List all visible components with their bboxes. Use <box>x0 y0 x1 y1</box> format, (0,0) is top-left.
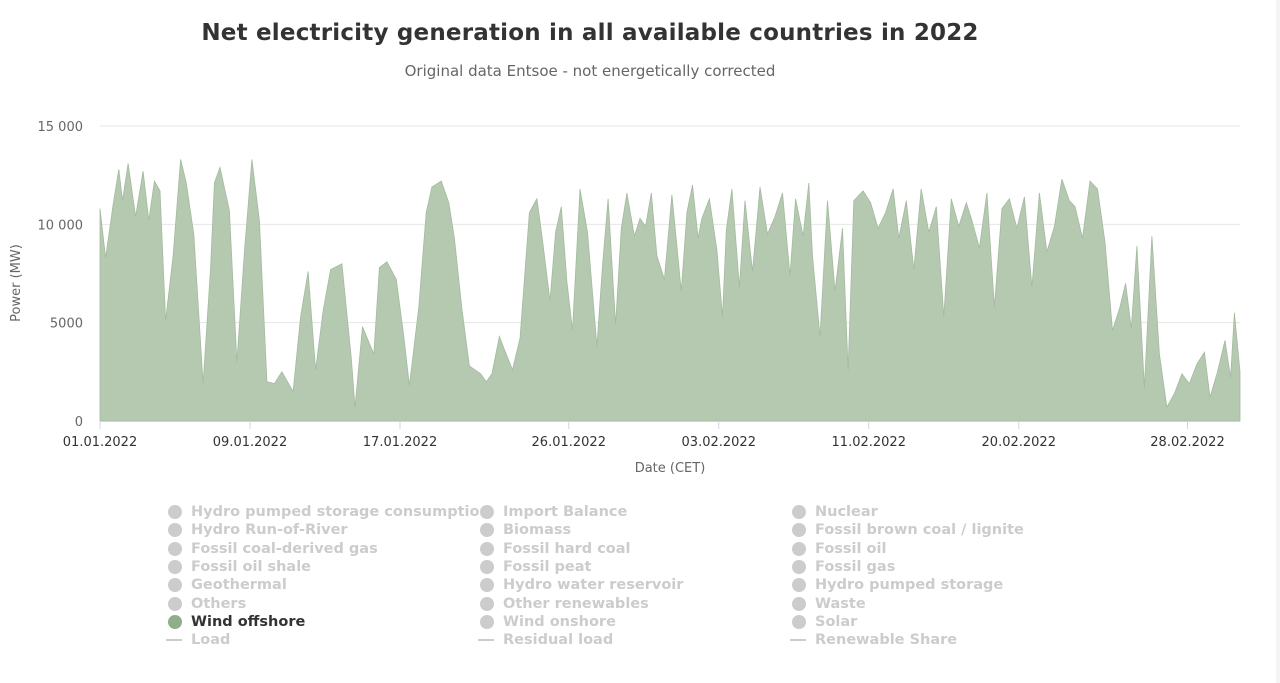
legend-item-label: Others <box>191 595 247 612</box>
legend-dot-marker <box>792 578 806 593</box>
legend-item[interactable]: Fossil coal-derived gas <box>160 540 472 558</box>
x-tick-label: 11.02.2022 <box>832 435 906 450</box>
legend-item[interactable]: Residual load <box>472 631 784 649</box>
legend-item[interactable]: Biomass <box>472 521 784 539</box>
legend-item-label: Other renewables <box>503 595 649 612</box>
legend-item-label: Biomass <box>503 522 572 539</box>
legend-dot-marker <box>792 560 806 575</box>
legend-item-label: Fossil oil <box>815 540 887 557</box>
legend-item[interactable]: Waste <box>784 594 1120 612</box>
legend-item[interactable]: Fossil oil shale <box>160 558 472 576</box>
legend-item[interactable]: Hydro Run-of-River <box>160 521 472 539</box>
legend-item[interactable]: Others <box>160 594 472 612</box>
x-tick-label: 01.01.2022 <box>63 435 137 450</box>
legend-item-label: Solar <box>815 613 858 630</box>
legend-item-label: Residual load <box>503 632 614 649</box>
legend-item-label: Fossil gas <box>815 559 896 576</box>
legend-dot-marker <box>168 505 182 520</box>
legend-dot-marker <box>792 614 806 629</box>
legend-item-label: Fossil peat <box>503 559 592 576</box>
legend-item-label: Geothermal <box>191 577 287 594</box>
y-tick-label: 5000 <box>50 317 83 332</box>
legend-item[interactable]: Fossil brown coal / lignite <box>784 521 1120 539</box>
legend-dot-marker <box>792 505 806 520</box>
legend-item[interactable]: Other renewables <box>472 594 784 612</box>
y-tick-label: 10 000 <box>38 218 84 233</box>
legend-item-label: Fossil coal-derived gas <box>191 540 378 557</box>
axes: 0 5000 10 000 15 000 01.01.2022 09.01.2022 17.… <box>38 120 1240 450</box>
legend-item-label: Fossil hard coal <box>503 540 631 557</box>
y-axis-title: Power (MW) <box>9 244 24 322</box>
legend-item[interactable]: Wind onshore <box>472 613 784 631</box>
legend-dot-marker <box>792 541 806 556</box>
legend-item[interactable]: Fossil hard coal <box>472 540 784 558</box>
x-axis-title: Date (CET) <box>635 461 706 476</box>
legend-item[interactable]: Renewable Share <box>784 631 1120 649</box>
legend-item-label: Nuclear <box>815 504 878 521</box>
legend-item[interactable]: Hydro water reservoir <box>472 576 784 594</box>
y-tick-label: 15 000 <box>38 120 84 135</box>
legend-dot-marker <box>168 523 182 538</box>
legend-dot-marker <box>168 596 182 611</box>
legend-item[interactable]: Hydro pumped storage <box>784 576 1120 594</box>
legend-item[interactable]: Solar <box>784 613 1120 631</box>
legend-dot-marker <box>168 541 182 556</box>
legend-dot-marker <box>168 614 182 629</box>
legend-item-label: Hydro Run-of-River <box>191 522 348 539</box>
legend-item-label: Hydro water reservoir <box>503 577 684 594</box>
legend-dot-marker <box>168 560 182 575</box>
legend-dot-marker <box>480 596 494 611</box>
legend-dot-marker <box>480 560 494 575</box>
series-area-wind-offshore[interactable] <box>99 159 1241 422</box>
legend-item[interactable]: Fossil oil <box>784 540 1120 558</box>
legend-dot-marker <box>480 505 494 520</box>
legend-dot-marker <box>168 578 182 593</box>
scrollbar[interactable] <box>1276 0 1280 683</box>
legend-item-label: Waste <box>815 595 866 612</box>
x-tick-label: 28.02.2022 <box>1150 435 1224 450</box>
legend-dot-marker <box>792 596 806 611</box>
legend-item-label: Wind onshore <box>503 613 616 630</box>
legend-item-label: Hydro pumped storage consumption <box>191 504 490 521</box>
legend-item-label: Wind offshore <box>191 613 306 630</box>
legend-item-label: Import Balance <box>503 504 628 521</box>
legend-item[interactable]: Fossil peat <box>472 558 784 576</box>
legend-dot-marker <box>480 614 494 629</box>
legend-item[interactable]: Load <box>160 631 472 649</box>
legend-line-marker <box>166 639 182 642</box>
x-tick-label: 17.01.2022 <box>363 435 437 450</box>
legend-item-label: Load <box>191 632 231 649</box>
y-tick-label: 0 <box>75 415 83 430</box>
legend-dot-marker <box>792 523 806 538</box>
legend-item-label: Fossil oil shale <box>191 559 312 576</box>
chart-title: Net electricity generation in all availa… <box>201 20 979 46</box>
x-tick-label: 26.01.2022 <box>532 435 606 450</box>
legend-line-marker <box>790 639 806 642</box>
series-layer <box>99 159 1241 422</box>
legend-item-label: Fossil brown coal / lignite <box>815 522 1024 539</box>
legend-item-label: Renewable Share <box>815 632 958 649</box>
legend: Hydro pumped storage consumption Import B… <box>160 503 1120 649</box>
legend-item[interactable]: Fossil gas <box>784 558 1120 576</box>
legend-item[interactable]: Import Balance <box>472 503 784 521</box>
legend-dot-marker <box>480 578 494 593</box>
legend-item[interactable]: Wind offshore <box>160 613 472 631</box>
x-tick-label: 20.02.2022 <box>982 435 1056 450</box>
legend-dot-marker <box>480 541 494 556</box>
legend-item[interactable]: Geothermal <box>160 576 472 594</box>
legend-line-marker <box>478 639 494 642</box>
chart-subtitle: Original data Entsoe - not energetically… <box>404 62 776 80</box>
legend-dot-marker <box>480 523 494 538</box>
legend-item-label: Hydro pumped storage <box>815 577 1004 594</box>
x-tick-label: 03.02.2022 <box>682 435 756 450</box>
legend-item[interactable]: Nuclear <box>784 503 1120 521</box>
legend-item[interactable]: Hydro pumped storage consumption <box>160 503 490 521</box>
x-tick-label: 09.01.2022 <box>213 435 287 450</box>
chart-area[interactable]: 0 5000 10 000 15 000 01.01.2022 09.01.2022 17.… <box>0 0 1280 500</box>
